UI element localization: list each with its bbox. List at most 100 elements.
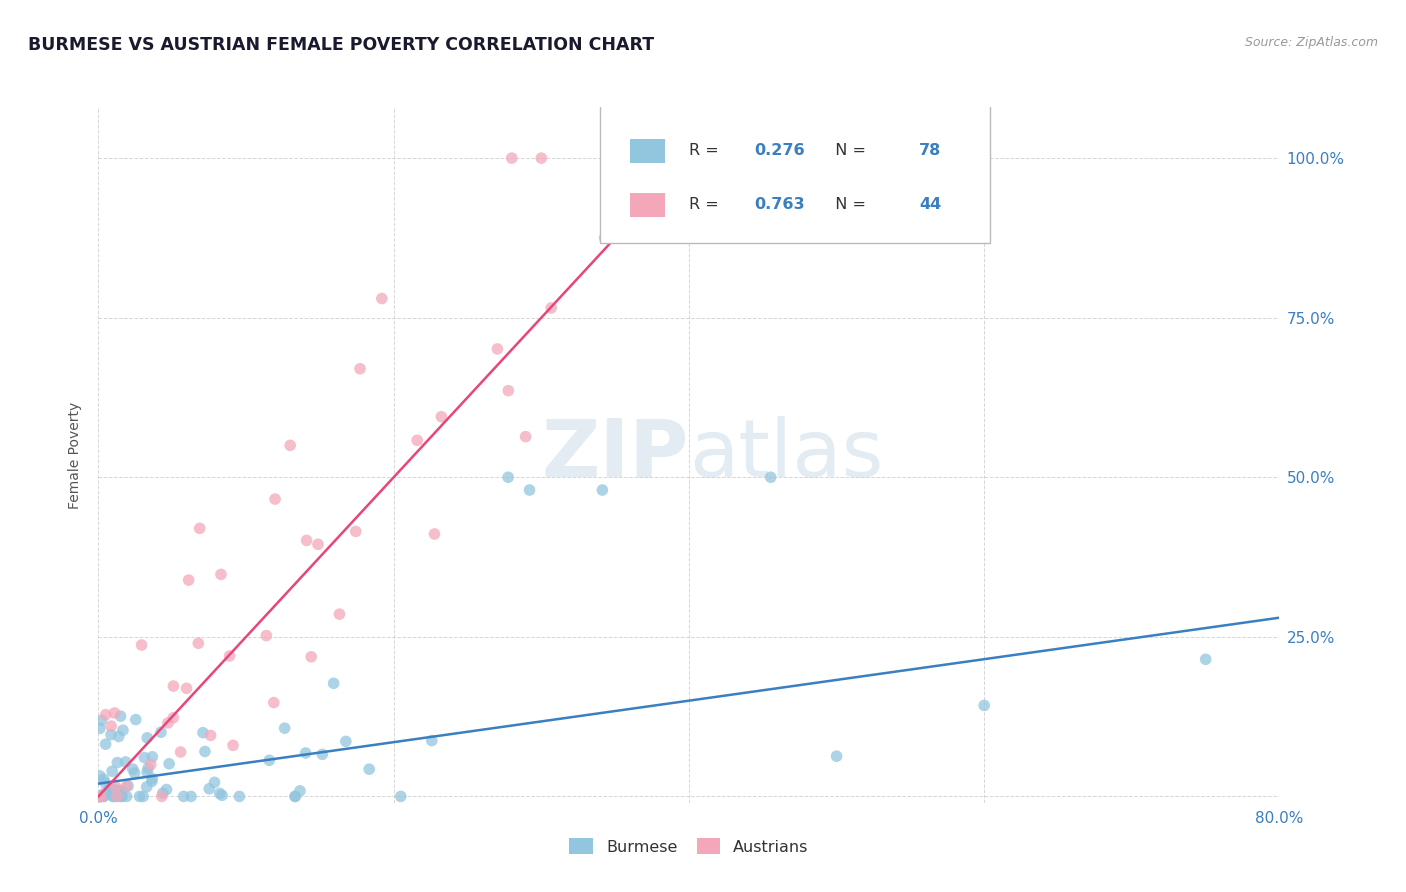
Point — [162, 711, 184, 725]
Point — [94, 707, 117, 722]
Point — [211, 789, 233, 803]
Point — [540, 301, 562, 315]
Point — [93, 786, 115, 800]
Point — [104, 780, 127, 794]
Text: 0.763: 0.763 — [754, 197, 804, 212]
Point — [100, 781, 122, 796]
Point — [90, 713, 112, 727]
Point — [89, 721, 111, 735]
Point — [136, 764, 159, 779]
Point — [264, 492, 287, 507]
Point — [100, 719, 122, 733]
Point — [371, 292, 394, 306]
Point — [288, 784, 311, 798]
Point — [98, 780, 121, 795]
Point — [263, 696, 285, 710]
Bar — [630, 138, 665, 163]
Point — [593, 231, 616, 245]
Point — [328, 607, 350, 621]
Point — [344, 524, 367, 539]
Point — [156, 715, 179, 730]
Point — [259, 753, 281, 767]
Point — [222, 739, 245, 753]
Point — [94, 775, 117, 789]
Point — [307, 537, 329, 551]
Point — [125, 713, 148, 727]
Point — [389, 789, 412, 804]
Point — [515, 430, 537, 444]
Point — [1195, 652, 1218, 666]
Point — [349, 361, 371, 376]
Point — [278, 438, 301, 452]
Point — [110, 709, 132, 723]
Point — [169, 745, 191, 759]
Point — [101, 764, 124, 779]
Point — [498, 384, 520, 398]
Point — [273, 721, 295, 735]
Text: Source: ZipAtlas.com: Source: ZipAtlas.com — [1244, 36, 1378, 49]
Point — [209, 567, 232, 582]
Point — [136, 731, 159, 745]
Point — [335, 734, 357, 748]
Point — [105, 789, 128, 804]
Point — [110, 789, 132, 804]
Point — [128, 789, 150, 804]
Text: ZIP: ZIP — [541, 416, 689, 494]
Point — [204, 775, 226, 789]
Point — [105, 756, 128, 770]
Point — [93, 772, 115, 787]
Text: 78: 78 — [920, 143, 942, 158]
Point — [111, 723, 134, 738]
Point — [94, 737, 117, 751]
Point — [530, 151, 553, 165]
Point — [322, 676, 344, 690]
Point — [141, 772, 163, 786]
Text: 44: 44 — [920, 197, 942, 212]
Point — [284, 789, 307, 804]
Point — [115, 779, 138, 793]
Point — [134, 750, 156, 764]
Point — [152, 786, 174, 800]
Legend: Burmese, Austrians: Burmese, Austrians — [562, 832, 815, 861]
Point — [406, 434, 429, 448]
Point — [150, 789, 173, 804]
Point — [295, 533, 318, 548]
Point — [155, 782, 177, 797]
Point — [177, 573, 200, 587]
Point — [176, 681, 198, 696]
Point — [111, 789, 134, 804]
Point — [208, 786, 231, 800]
Point — [139, 757, 162, 772]
Point — [228, 789, 250, 804]
Point — [100, 781, 122, 796]
Point — [124, 766, 146, 780]
Point — [420, 733, 443, 747]
Y-axis label: Female Poverty: Female Poverty — [69, 401, 83, 508]
Text: atlas: atlas — [689, 416, 883, 494]
Point — [103, 789, 125, 804]
Point — [200, 728, 222, 742]
Point — [149, 725, 172, 739]
Point — [423, 527, 446, 541]
Point — [89, 789, 111, 804]
Point — [90, 789, 112, 804]
Point — [91, 789, 114, 804]
Point — [188, 521, 211, 535]
Point — [294, 746, 316, 760]
Point — [117, 779, 139, 793]
Point — [132, 789, 155, 804]
Point — [104, 783, 127, 797]
Point — [180, 789, 202, 804]
Point — [501, 151, 523, 165]
Point — [973, 698, 995, 713]
Point — [100, 728, 122, 742]
Point — [299, 649, 322, 664]
Point — [187, 636, 209, 650]
Point — [115, 789, 138, 804]
Point — [135, 780, 157, 794]
Point — [93, 789, 115, 804]
Point — [519, 483, 541, 497]
Point — [114, 755, 136, 769]
Point — [486, 342, 509, 356]
Text: BURMESE VS AUSTRIAN FEMALE POVERTY CORRELATION CHART: BURMESE VS AUSTRIAN FEMALE POVERTY CORRE… — [28, 36, 654, 54]
